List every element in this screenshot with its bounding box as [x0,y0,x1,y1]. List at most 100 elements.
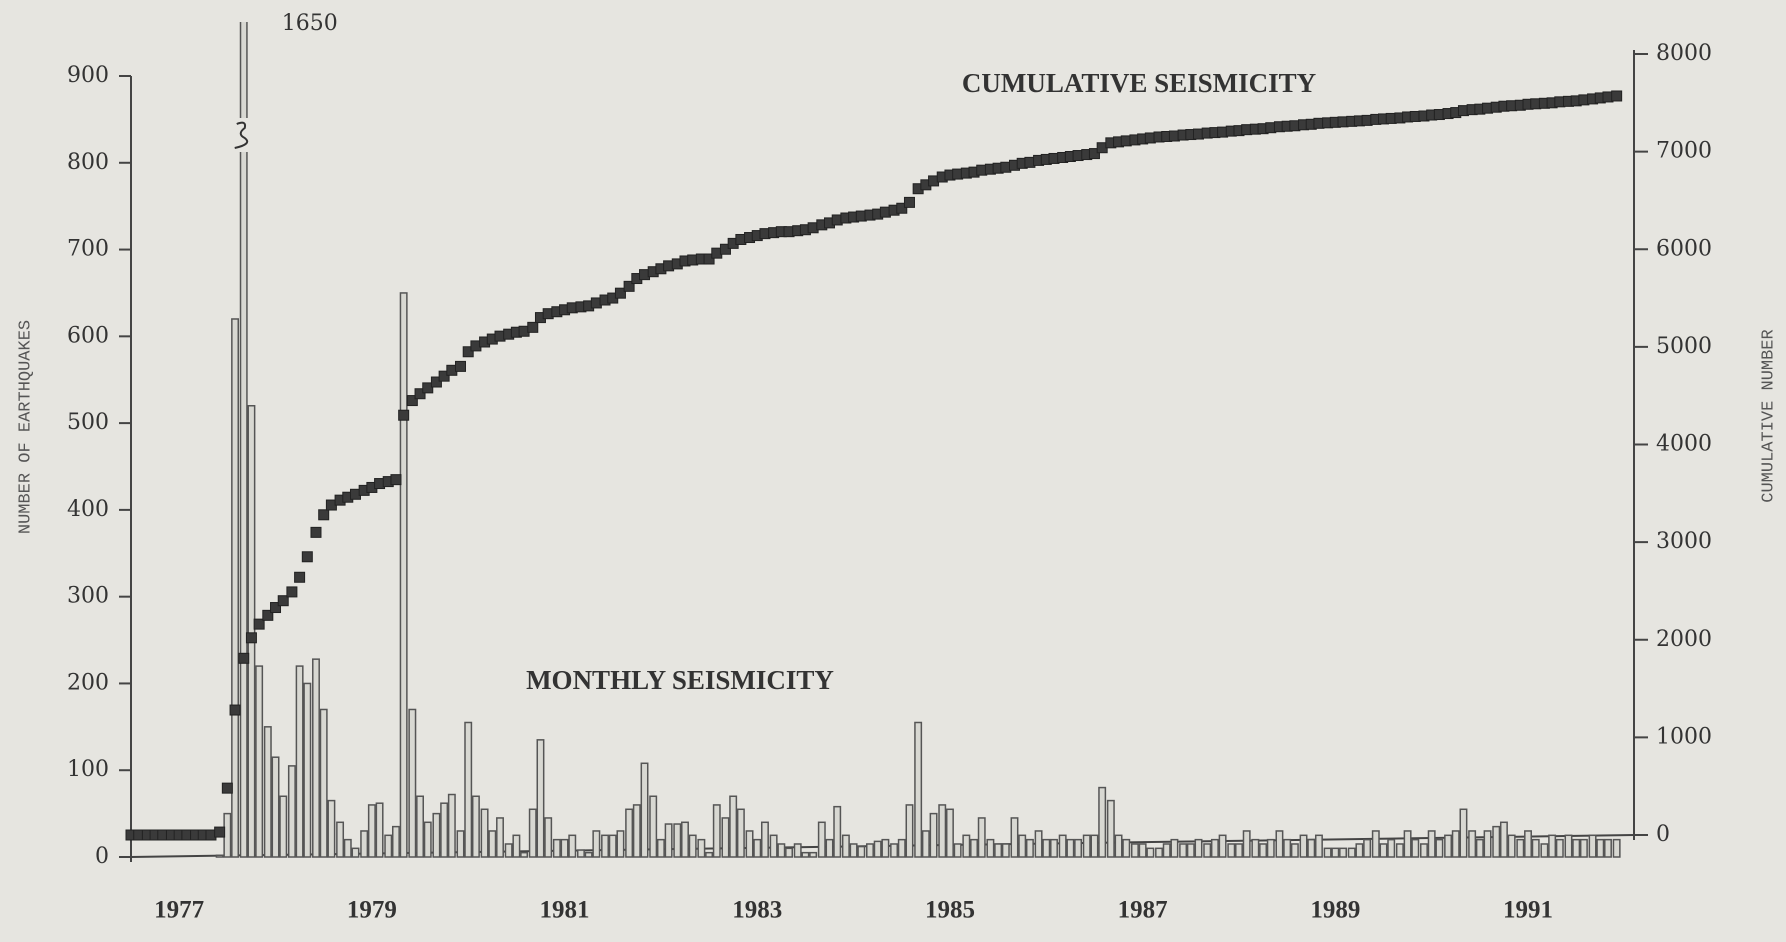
bar [1074,838,1083,858]
bar [471,795,480,858]
bar [408,708,417,858]
bar [905,804,914,858]
bar [705,851,714,858]
bar [1066,838,1075,858]
bar [1106,799,1115,858]
bar [1564,834,1573,858]
bar [1420,843,1428,858]
bar [1186,843,1195,858]
bar [1098,786,1107,858]
bar [1235,843,1243,858]
bar [681,821,689,858]
bar [1025,838,1034,858]
bar [929,812,938,858]
bar [601,834,609,858]
bar [215,854,224,858]
bar [1251,838,1260,858]
marker [286,586,298,598]
bar [1387,838,1396,858]
bar [953,843,962,858]
bar [1339,847,1347,858]
bar [303,682,312,858]
y-tick-label: 700 [67,237,109,262]
bar [1507,834,1516,858]
marker [896,202,908,214]
bar [977,817,986,858]
y-tick-label: 500 [67,410,109,435]
bar [1363,838,1372,858]
bar [464,721,473,858]
y-tick-label: 900 [67,63,109,88]
marker [422,382,434,394]
bar [881,838,890,858]
bar [994,843,1003,858]
bar [801,851,810,858]
x-tick-label: 1985 [925,897,975,924]
bar [1403,830,1412,858]
bar [736,808,745,858]
bar [552,838,561,858]
marker [253,618,265,630]
bar [576,849,585,858]
y2-tick-label: 7000 [1656,139,1712,164]
bars [215,22,1621,858]
bar [1475,838,1484,858]
bar [1516,838,1525,858]
y2-axis-label: CUMULATIVE NUMBER [1759,329,1778,502]
y2-tick-label: 6000 [1656,236,1712,261]
bar [312,658,320,858]
bar [592,830,601,858]
marker [294,571,306,583]
bar [1531,838,1540,858]
marker [277,595,289,607]
bar [1050,838,1058,858]
bar [1283,838,1292,858]
bar [1122,838,1131,858]
y2-tick-label: 8000 [1656,41,1712,66]
bar [287,765,296,858]
bar [375,802,384,858]
bar [1411,838,1420,858]
bar [456,830,465,858]
bar [673,823,682,858]
bar [1242,830,1251,858]
bar [1042,838,1051,858]
bar [649,795,658,858]
bar [1395,843,1404,858]
marker [623,280,635,292]
bar [986,838,995,858]
bar [343,838,352,858]
bar [866,843,874,858]
bar [760,821,769,858]
bar [1155,847,1163,858]
bar [1379,843,1388,858]
x-tick-label: 1977 [154,897,204,924]
bar [849,843,858,858]
bar [632,804,641,858]
bar [1275,830,1284,858]
bar [921,830,930,858]
bar [938,804,947,858]
bar [351,847,360,858]
bar [712,804,721,858]
x-tick-label: 1983 [732,897,782,924]
marker [390,474,402,486]
bar [1001,843,1010,858]
y2-tick-label: 0 [1656,822,1670,847]
bar [1082,834,1091,858]
bar [1612,838,1621,858]
bar [833,805,842,858]
cumulative-annotation: CUMULATIVE SEISMICITY [962,68,1316,98]
bar [785,847,794,858]
bar [1459,808,1468,858]
marker [221,782,233,794]
bar [1604,838,1612,858]
bar [769,834,778,858]
y2-tick-label: 5000 [1656,334,1712,359]
bar [1588,834,1597,858]
bar [1444,834,1453,858]
marker [238,652,250,664]
bar [817,821,826,858]
bar [263,726,272,858]
